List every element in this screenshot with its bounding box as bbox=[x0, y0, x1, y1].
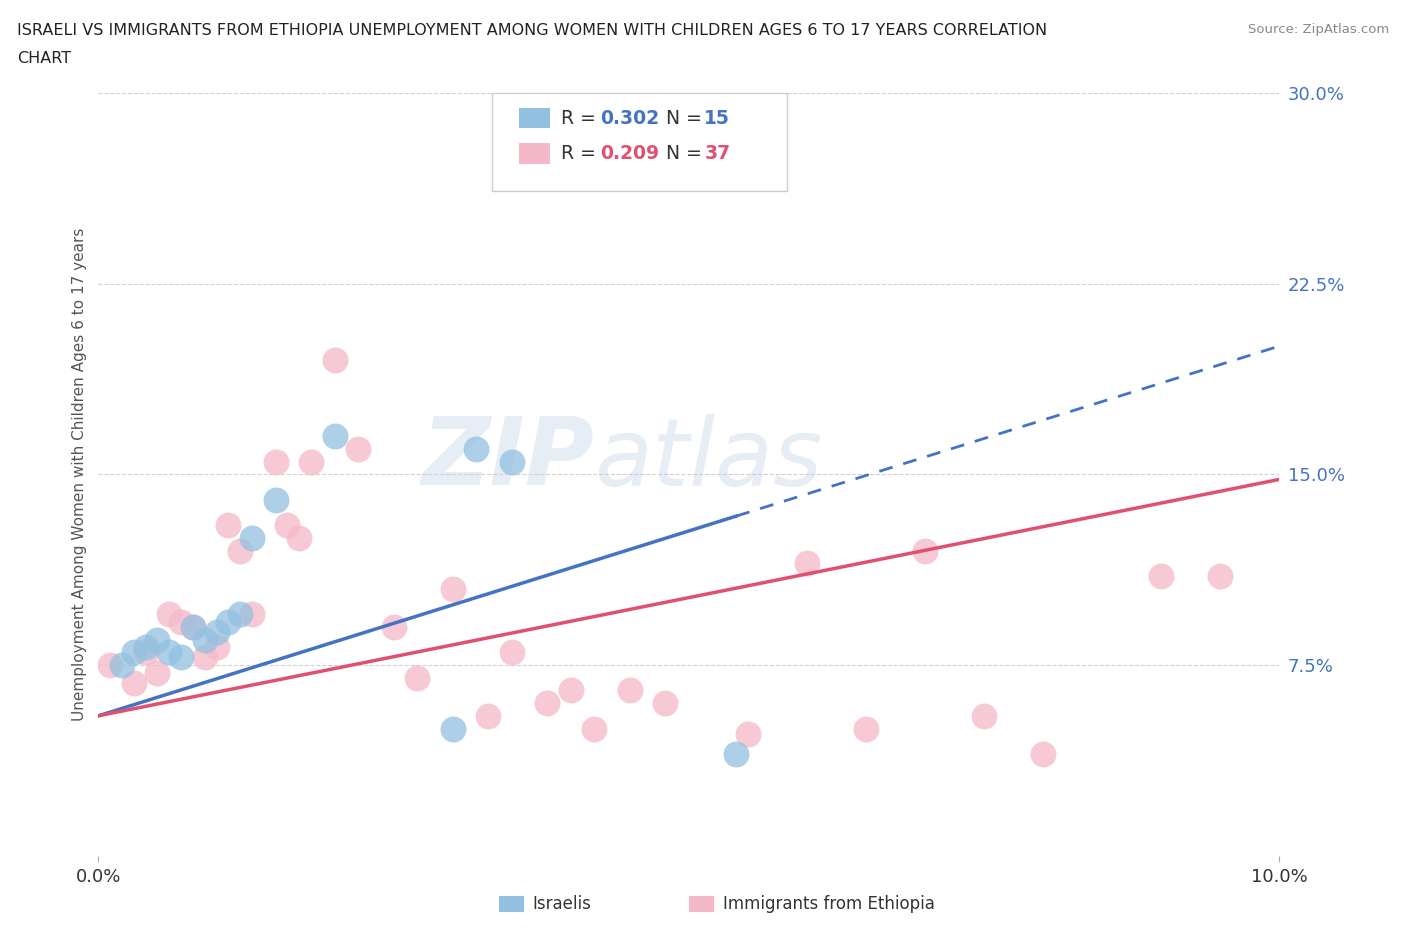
Point bbox=[323, 429, 346, 444]
Point bbox=[229, 543, 252, 558]
Point bbox=[264, 454, 287, 469]
Point bbox=[135, 640, 157, 655]
Point bbox=[229, 606, 252, 621]
Point bbox=[678, 162, 700, 177]
Point bbox=[465, 442, 488, 457]
Point bbox=[205, 640, 228, 655]
Point bbox=[217, 518, 239, 533]
Point bbox=[1032, 747, 1054, 762]
Point bbox=[1209, 568, 1232, 583]
Point bbox=[583, 721, 606, 736]
Point bbox=[181, 619, 204, 634]
Point bbox=[973, 709, 995, 724]
Point bbox=[135, 644, 157, 659]
Point bbox=[654, 696, 676, 711]
Point bbox=[146, 632, 169, 647]
Y-axis label: Unemployment Among Women with Children Ages 6 to 17 years: Unemployment Among Women with Children A… bbox=[72, 228, 87, 721]
Text: ZIP: ZIP bbox=[422, 413, 595, 505]
Point bbox=[181, 619, 204, 634]
Point bbox=[441, 721, 464, 736]
Text: 0.209: 0.209 bbox=[600, 144, 659, 163]
Text: N =: N = bbox=[666, 144, 709, 163]
Point bbox=[299, 454, 322, 469]
Point bbox=[276, 518, 298, 533]
Point bbox=[122, 644, 145, 659]
Text: Source: ZipAtlas.com: Source: ZipAtlas.com bbox=[1249, 23, 1389, 36]
Point bbox=[240, 606, 263, 621]
Point bbox=[382, 619, 405, 634]
Point bbox=[205, 624, 228, 639]
Point bbox=[347, 442, 370, 457]
Point bbox=[406, 671, 429, 685]
Point bbox=[477, 709, 499, 724]
Point bbox=[122, 675, 145, 690]
Point bbox=[855, 721, 877, 736]
Point bbox=[146, 665, 169, 680]
Point bbox=[194, 650, 217, 665]
Point bbox=[1150, 568, 1173, 583]
Point bbox=[288, 530, 311, 545]
Point bbox=[170, 650, 193, 665]
Text: Immigrants from Ethiopia: Immigrants from Ethiopia bbox=[723, 895, 935, 913]
Text: CHART: CHART bbox=[17, 51, 70, 66]
Point bbox=[194, 632, 217, 647]
Text: R =: R = bbox=[561, 144, 602, 163]
Point bbox=[725, 747, 748, 762]
Point bbox=[501, 644, 523, 659]
Text: N =: N = bbox=[666, 109, 709, 127]
Point bbox=[98, 658, 121, 672]
Text: Israelis: Israelis bbox=[533, 895, 592, 913]
Point bbox=[157, 644, 180, 659]
Text: ISRAELI VS IMMIGRANTS FROM ETHIOPIA UNEMPLOYMENT AMONG WOMEN WITH CHILDREN AGES : ISRAELI VS IMMIGRANTS FROM ETHIOPIA UNEM… bbox=[17, 23, 1047, 38]
Point bbox=[111, 658, 134, 672]
Point bbox=[796, 556, 818, 571]
Point bbox=[536, 696, 558, 711]
Text: atlas: atlas bbox=[595, 414, 823, 505]
Text: R =: R = bbox=[561, 109, 602, 127]
Point bbox=[323, 352, 346, 367]
Point bbox=[914, 543, 936, 558]
Text: 0.302: 0.302 bbox=[600, 109, 659, 127]
Point bbox=[441, 581, 464, 596]
Text: 37: 37 bbox=[704, 144, 731, 163]
Point bbox=[737, 726, 759, 741]
Point bbox=[217, 615, 239, 630]
Point bbox=[157, 606, 180, 621]
Point bbox=[264, 492, 287, 507]
Point bbox=[619, 683, 641, 698]
Text: 15: 15 bbox=[704, 109, 730, 127]
Point bbox=[170, 615, 193, 630]
Point bbox=[240, 530, 263, 545]
Point bbox=[560, 683, 582, 698]
Point bbox=[501, 454, 523, 469]
